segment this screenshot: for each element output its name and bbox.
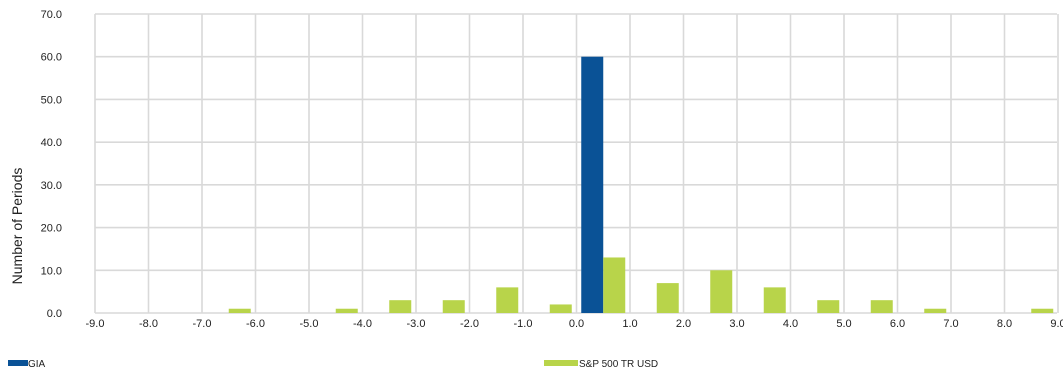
legend-swatch (544, 360, 578, 366)
y-tick-label: 20.0 (41, 223, 62, 235)
x-tick-label: 3.0 (729, 318, 744, 330)
y-tick-label: 30.0 (41, 180, 62, 192)
x-tick-label: 7.0 (943, 318, 958, 330)
legend-swatch (8, 360, 28, 366)
y-tick-label: 40.0 (41, 137, 62, 149)
y-tick-label: 10.0 (41, 265, 62, 277)
x-tick-label: 9.0 (1050, 318, 1063, 330)
y-tick-label: 70.0 (41, 9, 62, 21)
bar-sp500 (389, 300, 412, 313)
y-tick-label: 60.0 (41, 52, 62, 64)
x-tick-label: 6.0 (890, 318, 905, 330)
bar-sp500 (603, 257, 626, 313)
bar-sp500 (817, 300, 840, 313)
x-tick-label: -5.0 (300, 318, 319, 330)
x-tick-label: -2.0 (460, 318, 479, 330)
x-tick-label: -7.0 (193, 318, 212, 330)
legend-label: S&P 500 TR USD (579, 359, 658, 370)
x-tick-labels: -9.0 -8.0 -7.0 -6.0 -5.0 -4.0 -3.0 -2.0 -1.0 0.0 1… (86, 318, 1063, 330)
y-tick-labels: 0.0 10.0 20.0 30.0 40.0 50.0 60.0 70.0 (41, 9, 62, 320)
x-tick-label: -4.0 (353, 318, 372, 330)
bars (228, 56, 1054, 313)
bar-sp500 (442, 300, 465, 313)
y-tick-label: 0.0 (47, 308, 62, 320)
bar-sp500 (924, 308, 947, 313)
y-axis-title: Number of Periods (9, 168, 25, 285)
x-tick-label: 1.0 (622, 318, 637, 330)
bar-sp500 (496, 287, 519, 313)
x-tick-label: -1.0 (514, 318, 533, 330)
y-tick-label: 50.0 (41, 94, 62, 106)
bar-sp500 (549, 304, 572, 313)
x-tick-label: -6.0 (246, 318, 265, 330)
bar-sp500 (1031, 308, 1054, 313)
x-tick-label: 5.0 (836, 318, 851, 330)
bar-sp500 (228, 308, 251, 313)
x-tick-label: -9.0 (86, 318, 105, 330)
legend: GIA S&P 500 TR USD (8, 359, 658, 370)
gridlines (94, 13, 1059, 314)
bar-sp500 (763, 287, 786, 313)
x-tick-label: -3.0 (407, 318, 426, 330)
bar-gia (581, 56, 604, 313)
bar-sp500 (335, 308, 358, 313)
bar-sp500 (710, 270, 733, 313)
x-tick-label: 2.0 (676, 318, 691, 330)
bar-sp500 (656, 283, 679, 313)
legend-label: GIA (28, 359, 46, 370)
x-tick-label: 4.0 (783, 318, 798, 330)
x-tick-label: 0.0 (569, 318, 584, 330)
bar-sp500 (870, 300, 893, 313)
x-tick-label: 8.0 (997, 318, 1012, 330)
x-tick-label: -8.0 (139, 318, 158, 330)
